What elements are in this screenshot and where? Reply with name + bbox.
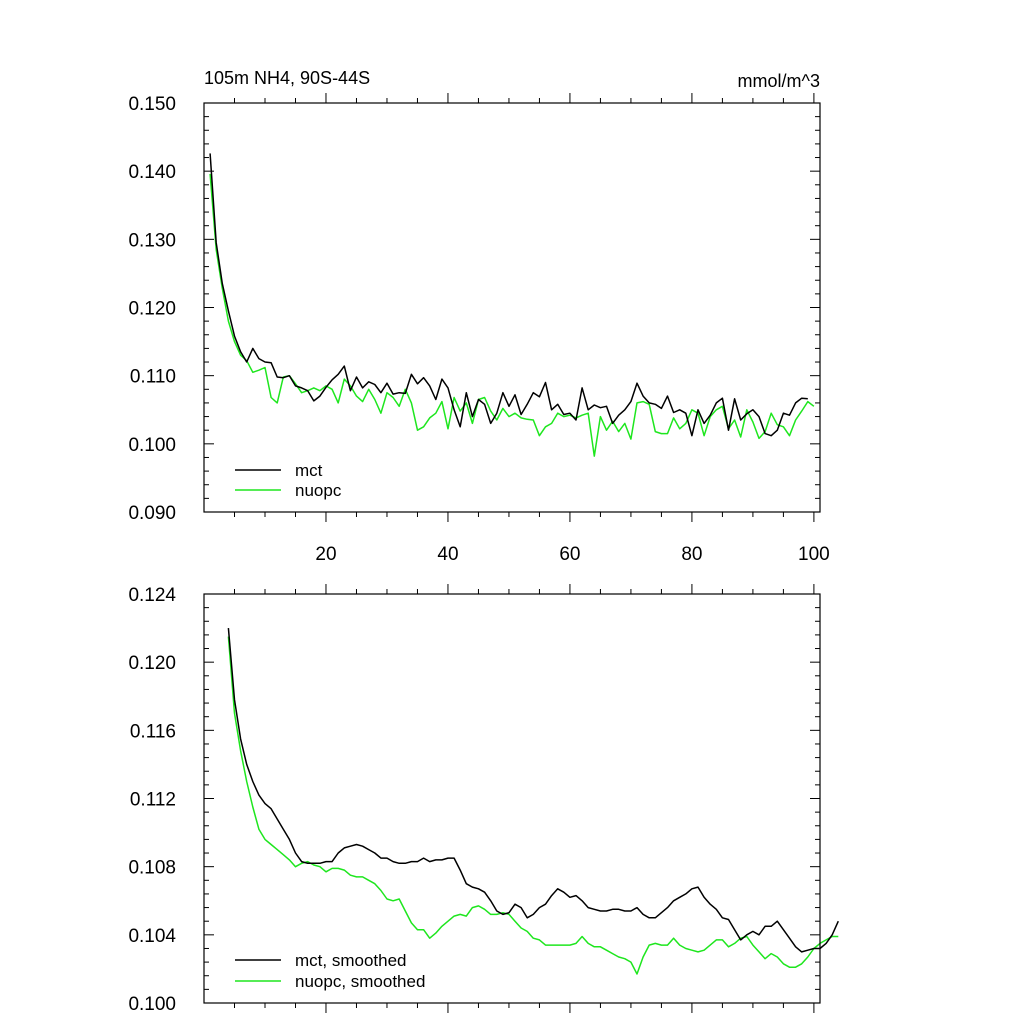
units-label: mmol/m^3 <box>738 71 820 91</box>
y-axis-labels: 0.090 0.100 0.110 0.120 0.130 0.140 0.150 <box>128 94 176 524</box>
axis-ticks <box>204 584 820 1013</box>
y-tick-label: 0.124 <box>128 585 176 606</box>
legend: mct, smoothed nuopc, smoothed <box>235 951 425 991</box>
legend-label-mct: mct <box>295 461 323 480</box>
y-tick-label: 0.100 <box>128 994 176 1015</box>
y-tick-label: 0.150 <box>128 94 176 115</box>
legend-label-mct-smoothed: mct, smoothed <box>295 951 407 970</box>
legend-label-nuopc-smoothed: nuopc, smoothed <box>295 972 425 991</box>
y-tick-label: 0.110 <box>130 367 176 388</box>
series-line-nuopc <box>209 173 815 457</box>
x-tick-label: 80 <box>681 544 702 565</box>
series-lines <box>227 628 839 975</box>
series-lines <box>209 153 815 457</box>
y-tick-label: 0.130 <box>128 230 176 251</box>
legend: mct nuopc <box>235 461 342 500</box>
bottom-panel: 0.100 0.104 0.108 0.112 0.116 0.120 0.124 mct,… <box>128 584 839 1015</box>
axis-ticks <box>204 93 820 522</box>
chart-title: 105m NH4, 90S-44S <box>204 68 370 88</box>
top-panel: 105m NH4, 90S-44S mmol/m^3 0.090 0.100 0.1… <box>128 68 829 565</box>
series-line-nuopc-smoothed <box>227 636 839 975</box>
x-tick-label: 100 <box>798 544 830 565</box>
y-tick-label: 0.140 <box>128 162 176 183</box>
y-tick-label: 0.120 <box>128 299 176 320</box>
y-tick-label: 0.108 <box>128 858 176 879</box>
y-axis-labels: 0.100 0.104 0.108 0.112 0.116 0.120 0.124 <box>128 585 176 1015</box>
plot-frame <box>203 593 821 1004</box>
legend-label-nuopc: nuopc <box>295 481 342 500</box>
x-axis-labels: 20 40 60 80 100 <box>315 544 829 565</box>
y-tick-label: 0.112 <box>130 790 176 811</box>
series-line-mct-smoothed <box>227 628 839 953</box>
y-tick-label: 0.100 <box>128 435 176 456</box>
x-tick-label: 40 <box>437 544 458 565</box>
x-tick-label: 20 <box>315 544 336 565</box>
y-tick-label: 0.120 <box>128 653 176 674</box>
y-tick-label: 0.104 <box>128 926 176 947</box>
plot-frame <box>203 102 821 513</box>
series-line-mct <box>209 153 808 437</box>
y-tick-label: 0.116 <box>130 721 176 742</box>
x-tick-label: 60 <box>559 544 580 565</box>
y-tick-label: 0.090 <box>128 503 176 524</box>
